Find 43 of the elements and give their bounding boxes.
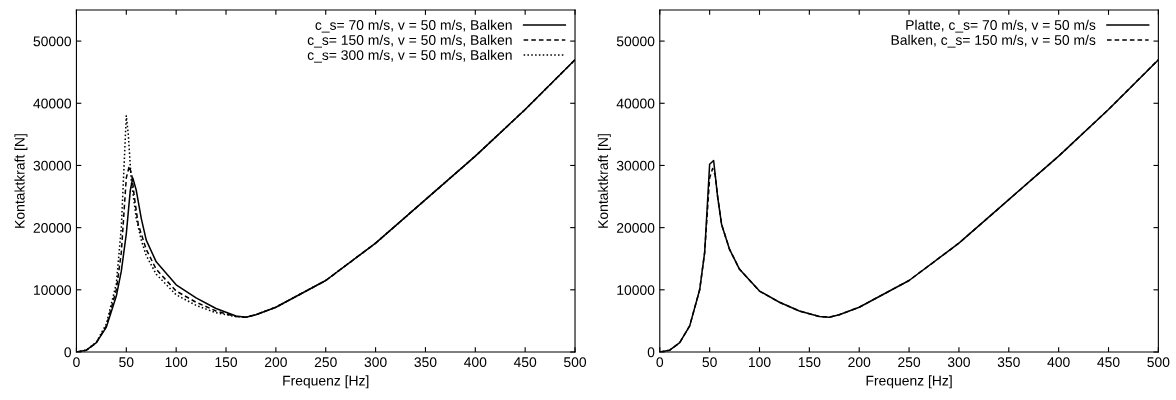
x-tick-label: 0 — [656, 357, 664, 368]
y-tick-label: 50000 — [33, 36, 72, 47]
x-tick-label: 350 — [414, 357, 437, 368]
x-axis-title: Frequenz [Hz] — [866, 375, 952, 389]
y-axis-title: Kontaktkraft [N] — [14, 134, 28, 228]
x-tick-label: 350 — [997, 357, 1020, 368]
x-tick-label: 400 — [464, 357, 487, 368]
legend-label: c_s= 150 m/s, v = 50 m/s, Balken — [307, 34, 512, 48]
legend-label: Balken, c_s= 150 m/s, v = 50 m/s — [891, 34, 1096, 48]
y-tick-label: 40000 — [616, 98, 655, 109]
y-tick-label: 10000 — [617, 285, 655, 295]
x-tick-label: 150 — [215, 357, 238, 368]
x-tick-label: 250 — [314, 357, 337, 368]
x-tick-label: 450 — [513, 357, 537, 368]
legend-label: c_s= 300 m/s, v = 50 m/s, Balken — [307, 49, 512, 63]
y-tick-label: 50000 — [616, 36, 655, 47]
x-tick-label: 50 — [119, 357, 134, 368]
x-tick-label: 500 — [563, 357, 587, 368]
x-tick-label: 50 — [702, 357, 717, 368]
x-tick-label: 200 — [264, 357, 287, 368]
y-tick-label: 10000 — [34, 285, 72, 295]
x-tick-label: 150 — [798, 357, 821, 368]
x-tick-label: 100 — [165, 357, 188, 368]
x-tick-label: 0 — [73, 357, 80, 368]
x-tick-label: 450 — [1097, 357, 1120, 368]
x-tick-label: 300 — [947, 357, 970, 368]
y-tick-label: 0 — [64, 347, 72, 358]
y-tick-label: 30000 — [616, 160, 655, 171]
legend-label: c_s= 70 m/s, v = 50 m/s, Balken — [315, 19, 512, 33]
x-tick-label: 500 — [1147, 357, 1170, 368]
x-tick-label: 400 — [1047, 357, 1070, 368]
x-tick-label: 200 — [848, 357, 871, 368]
y-tick-label: 40000 — [33, 98, 72, 109]
x-tick-label: 300 — [364, 357, 387, 368]
y-axis-title: Kontaktkraft [N] — [597, 134, 611, 228]
x-axis-title: Frequenz [Hz] — [283, 375, 369, 389]
x-tick-label: 100 — [748, 357, 771, 368]
x-tick-label: 250 — [898, 357, 921, 368]
legend-label: Platte, c_s= 70 m/s, v = 50 m/s — [906, 19, 1096, 33]
y-tick-label: 0 — [647, 347, 655, 358]
y-tick-label: 30000 — [33, 160, 72, 171]
y-tick-label: 20000 — [33, 222, 72, 233]
y-tick-label: 20000 — [617, 222, 655, 233]
